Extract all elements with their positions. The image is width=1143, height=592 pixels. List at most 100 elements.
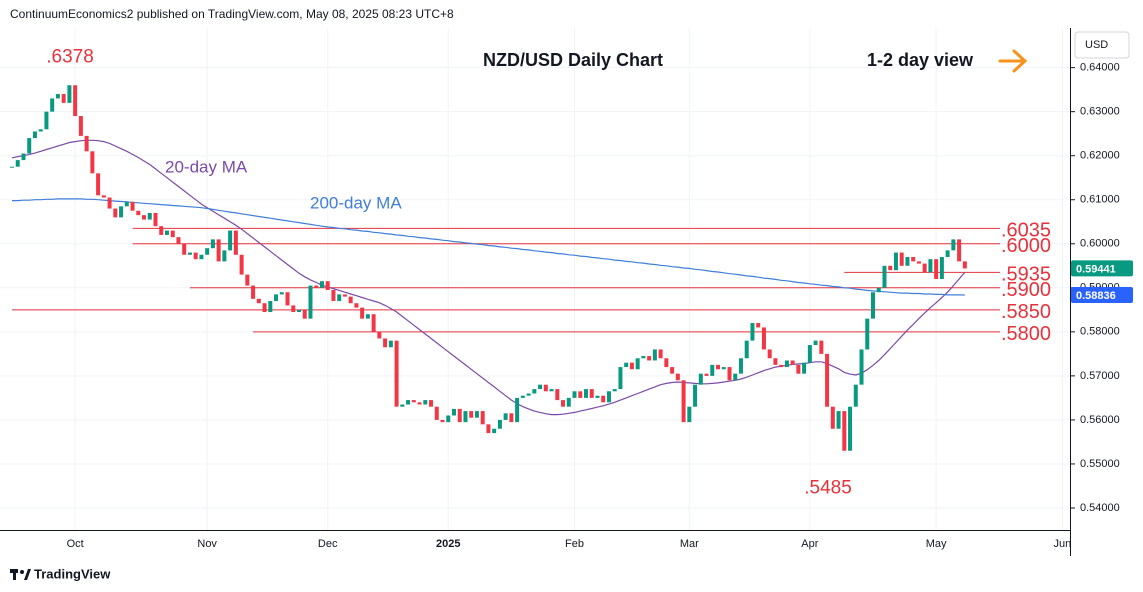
y-tick-label: 0.56000 — [1080, 414, 1120, 426]
footer: TradingView — [34, 566, 111, 581]
candle — [773, 358, 778, 365]
candle — [796, 364, 801, 374]
level-label: .5850 — [1001, 301, 1051, 323]
candle — [147, 212, 152, 220]
candle — [561, 400, 566, 407]
candle — [830, 406, 835, 429]
candle — [210, 239, 215, 249]
candle — [84, 135, 89, 152]
candle — [360, 307, 365, 319]
candle — [268, 301, 273, 313]
candle — [486, 424, 491, 434]
price-tag — [1071, 260, 1133, 277]
candle — [612, 389, 617, 392]
header: ContinuumEconomics2 published on Trading… — [10, 7, 454, 21]
candle — [790, 360, 795, 365]
y-tick-label: 0.57000 — [1080, 370, 1120, 382]
candle — [865, 318, 870, 350]
candle — [96, 173, 101, 196]
arrow — [998, 49, 1028, 73]
candle — [647, 356, 652, 361]
candle — [251, 285, 256, 299]
candle — [73, 85, 78, 117]
candle — [256, 298, 261, 304]
candle — [308, 285, 313, 319]
candle — [629, 362, 634, 370]
candle — [876, 287, 881, 293]
candle — [302, 309, 307, 319]
price-tag-label: 0.59441 — [1076, 263, 1116, 275]
candle — [589, 389, 594, 398]
candle — [170, 230, 175, 238]
candle — [417, 402, 422, 405]
candle — [928, 259, 933, 273]
candle — [721, 367, 726, 370]
candle — [767, 349, 772, 359]
candle — [543, 384, 548, 392]
candle — [744, 340, 749, 359]
candle — [761, 327, 766, 350]
candle — [859, 349, 864, 385]
candle — [400, 404, 405, 407]
candle — [119, 206, 124, 218]
candle — [474, 411, 479, 418]
candle — [10, 166, 14, 168]
ma-line — [11, 139, 966, 416]
candle — [78, 116, 83, 136]
candle — [142, 215, 147, 220]
candle — [899, 252, 904, 266]
candle — [90, 151, 95, 174]
level-label: .6000 — [1001, 235, 1051, 257]
candle — [813, 340, 818, 346]
candle — [233, 230, 238, 255]
candle — [61, 94, 66, 103]
candle — [107, 197, 112, 209]
candle — [882, 265, 887, 288]
x-tick-label: Nov — [197, 538, 217, 550]
candle — [228, 230, 233, 251]
candle — [423, 400, 428, 405]
candle — [55, 94, 60, 99]
candle — [159, 226, 164, 235]
axis: 0.540000.550000.560000.570000.580000.590… — [1071, 62, 1133, 514]
candle — [216, 239, 221, 262]
candle — [871, 292, 875, 319]
candle — [584, 389, 588, 398]
candle — [182, 243, 187, 255]
candle — [153, 212, 158, 227]
candle — [245, 274, 250, 286]
candle — [27, 138, 32, 154]
x-tick-label: May — [926, 538, 947, 550]
candle — [842, 411, 847, 451]
price-tag-label: 0.58836 — [1076, 290, 1116, 302]
candle — [440, 419, 445, 423]
candle — [888, 265, 893, 271]
candle — [199, 254, 204, 260]
y-tick-label: 0.58000 — [1080, 326, 1120, 338]
annotation: .5485 — [804, 478, 852, 499]
y-tick-label: 0.61000 — [1080, 194, 1120, 206]
candle — [945, 250, 950, 257]
candle — [555, 389, 560, 401]
candle — [451, 408, 456, 416]
ma-line — [12, 198, 965, 296]
candle — [710, 364, 715, 376]
x-tick-label: Feb — [565, 538, 584, 550]
y-tick-label: 0.60000 — [1080, 238, 1120, 250]
candle — [526, 393, 531, 396]
candle — [738, 358, 743, 374]
candle — [893, 252, 898, 271]
candle — [520, 395, 525, 398]
candle — [670, 367, 675, 374]
candle — [601, 395, 606, 403]
candle — [572, 391, 577, 398]
candle — [807, 345, 812, 363]
candle — [291, 305, 296, 313]
level-label: .6035 — [1001, 220, 1051, 242]
candle — [727, 367, 732, 381]
candle — [624, 362, 629, 368]
candle — [802, 362, 807, 374]
candle — [836, 411, 841, 429]
candle — [698, 373, 703, 385]
